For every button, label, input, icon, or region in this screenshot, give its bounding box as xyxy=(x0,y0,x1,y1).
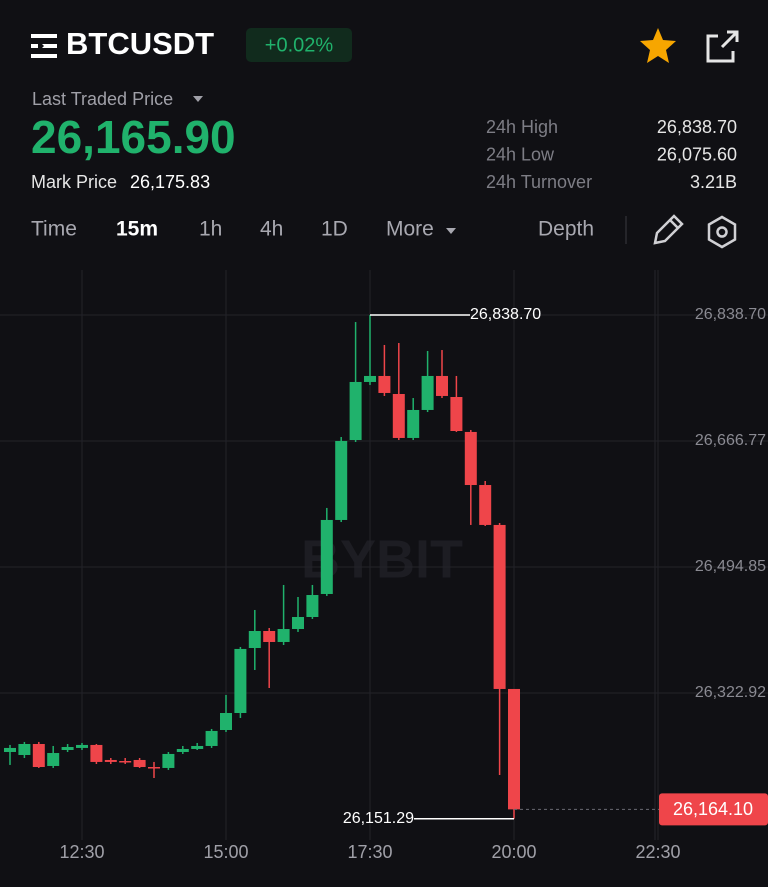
candle-body xyxy=(176,748,189,752)
candle-body xyxy=(493,524,506,689)
candle-body xyxy=(263,630,276,642)
candle-body xyxy=(292,616,304,630)
tabs: Time 15m 1h 4h 1D More Depth xyxy=(31,218,594,241)
tab[interactable]: 4h xyxy=(260,218,283,241)
chart: BYBIT26,838.7026,666.7726,494.8526,322.9… xyxy=(0,270,768,862)
price-label[interactable]: Last Traded Price xyxy=(32,89,173,109)
x-tick-label: 12:30 xyxy=(59,842,104,862)
last-price-tag xyxy=(659,793,768,826)
stat-label: 24h Turnover xyxy=(486,172,592,192)
candle-body xyxy=(162,753,175,768)
candle-body xyxy=(464,431,477,486)
candle-body xyxy=(248,630,261,648)
share-box xyxy=(706,34,735,63)
candle-body xyxy=(4,747,16,752)
menu-arrow xyxy=(38,40,44,52)
tab[interactable]: 15m xyxy=(116,218,158,241)
dropdown-arrow xyxy=(446,228,456,234)
tab[interactable]: More xyxy=(386,218,434,241)
candle-body xyxy=(104,759,117,762)
candle-body xyxy=(32,743,45,768)
menu-bar xyxy=(31,34,57,38)
candle-body xyxy=(90,744,103,762)
stat-label: 24h Low xyxy=(486,144,555,164)
candle-body xyxy=(349,381,362,441)
menu-icon[interactable] xyxy=(31,34,57,58)
candle-body xyxy=(234,648,247,713)
candle-body xyxy=(392,393,405,438)
y-tick-label: 26,666.77 xyxy=(695,432,766,449)
menu-bar xyxy=(31,54,57,58)
pencil xyxy=(653,214,684,245)
candle-body xyxy=(436,375,448,396)
candle-body xyxy=(47,753,60,766)
mark-price: 26,175.83 xyxy=(130,172,210,192)
candle-body xyxy=(277,629,290,642)
stat-label: 24h High xyxy=(486,117,558,137)
change: +0.02% xyxy=(265,34,334,56)
favorite-icon[interactable] xyxy=(640,28,676,63)
candle-body xyxy=(364,375,376,382)
candle-body xyxy=(335,440,348,520)
candle-body xyxy=(191,745,204,749)
x-tick-label: 15:00 xyxy=(203,842,248,862)
candle-body xyxy=(407,409,420,438)
marker-label: 26,838.70 xyxy=(470,306,541,323)
marker-label: 26,151.29 xyxy=(343,810,414,827)
candle-body xyxy=(508,688,520,810)
hex-center xyxy=(716,226,728,238)
dropdown-arrow xyxy=(193,96,203,102)
tab[interactable]: 1D xyxy=(321,218,348,241)
tab[interactable]: 1h xyxy=(199,218,222,241)
settings-icon[interactable] xyxy=(707,215,737,249)
last-price: 26,165.90 xyxy=(31,111,236,163)
hexagon xyxy=(707,215,737,249)
candle-body xyxy=(421,375,434,410)
mark-price-label: Mark Price xyxy=(31,172,117,192)
stats: 24h High 26,838.70 24h Low 26,075.60 24h Tur… xyxy=(486,117,737,192)
candle-body xyxy=(320,519,333,594)
tab[interactable]: Depth xyxy=(538,218,594,241)
tab[interactable]: Time xyxy=(31,218,77,241)
last-price-label: 26,164.10 xyxy=(673,799,753,819)
candle-body xyxy=(479,485,492,525)
candle-body xyxy=(119,761,132,763)
share-arrow xyxy=(720,30,739,49)
change-badge xyxy=(246,28,352,62)
x-tick-label: 17:30 xyxy=(347,842,392,862)
symbol[interactable]: BTCUSDT xyxy=(66,26,214,61)
x-tick-label: 22:30 xyxy=(635,842,680,862)
candle-body xyxy=(306,595,319,617)
candle-body xyxy=(18,743,31,755)
candle-body xyxy=(76,744,88,748)
y-tick-label: 26,838.70 xyxy=(695,306,766,323)
draw-icon[interactable] xyxy=(653,214,684,245)
share-icon[interactable] xyxy=(706,30,739,63)
stat-value: 26,075.60 xyxy=(657,144,737,164)
candle-body xyxy=(133,759,146,768)
candle-body xyxy=(61,747,74,751)
stat-value: 26,838.70 xyxy=(657,117,737,137)
stat-value: 3.21B xyxy=(690,172,737,192)
x-tick-label: 20:00 xyxy=(491,842,536,862)
candle-body xyxy=(220,712,232,731)
candle-body xyxy=(378,375,391,393)
candle-body xyxy=(450,397,463,432)
candle-body xyxy=(148,767,160,769)
y-tick-label: 26,494.85 xyxy=(695,558,766,575)
y-tick-label: 26,322.92 xyxy=(695,684,766,701)
candle-body xyxy=(205,730,218,746)
